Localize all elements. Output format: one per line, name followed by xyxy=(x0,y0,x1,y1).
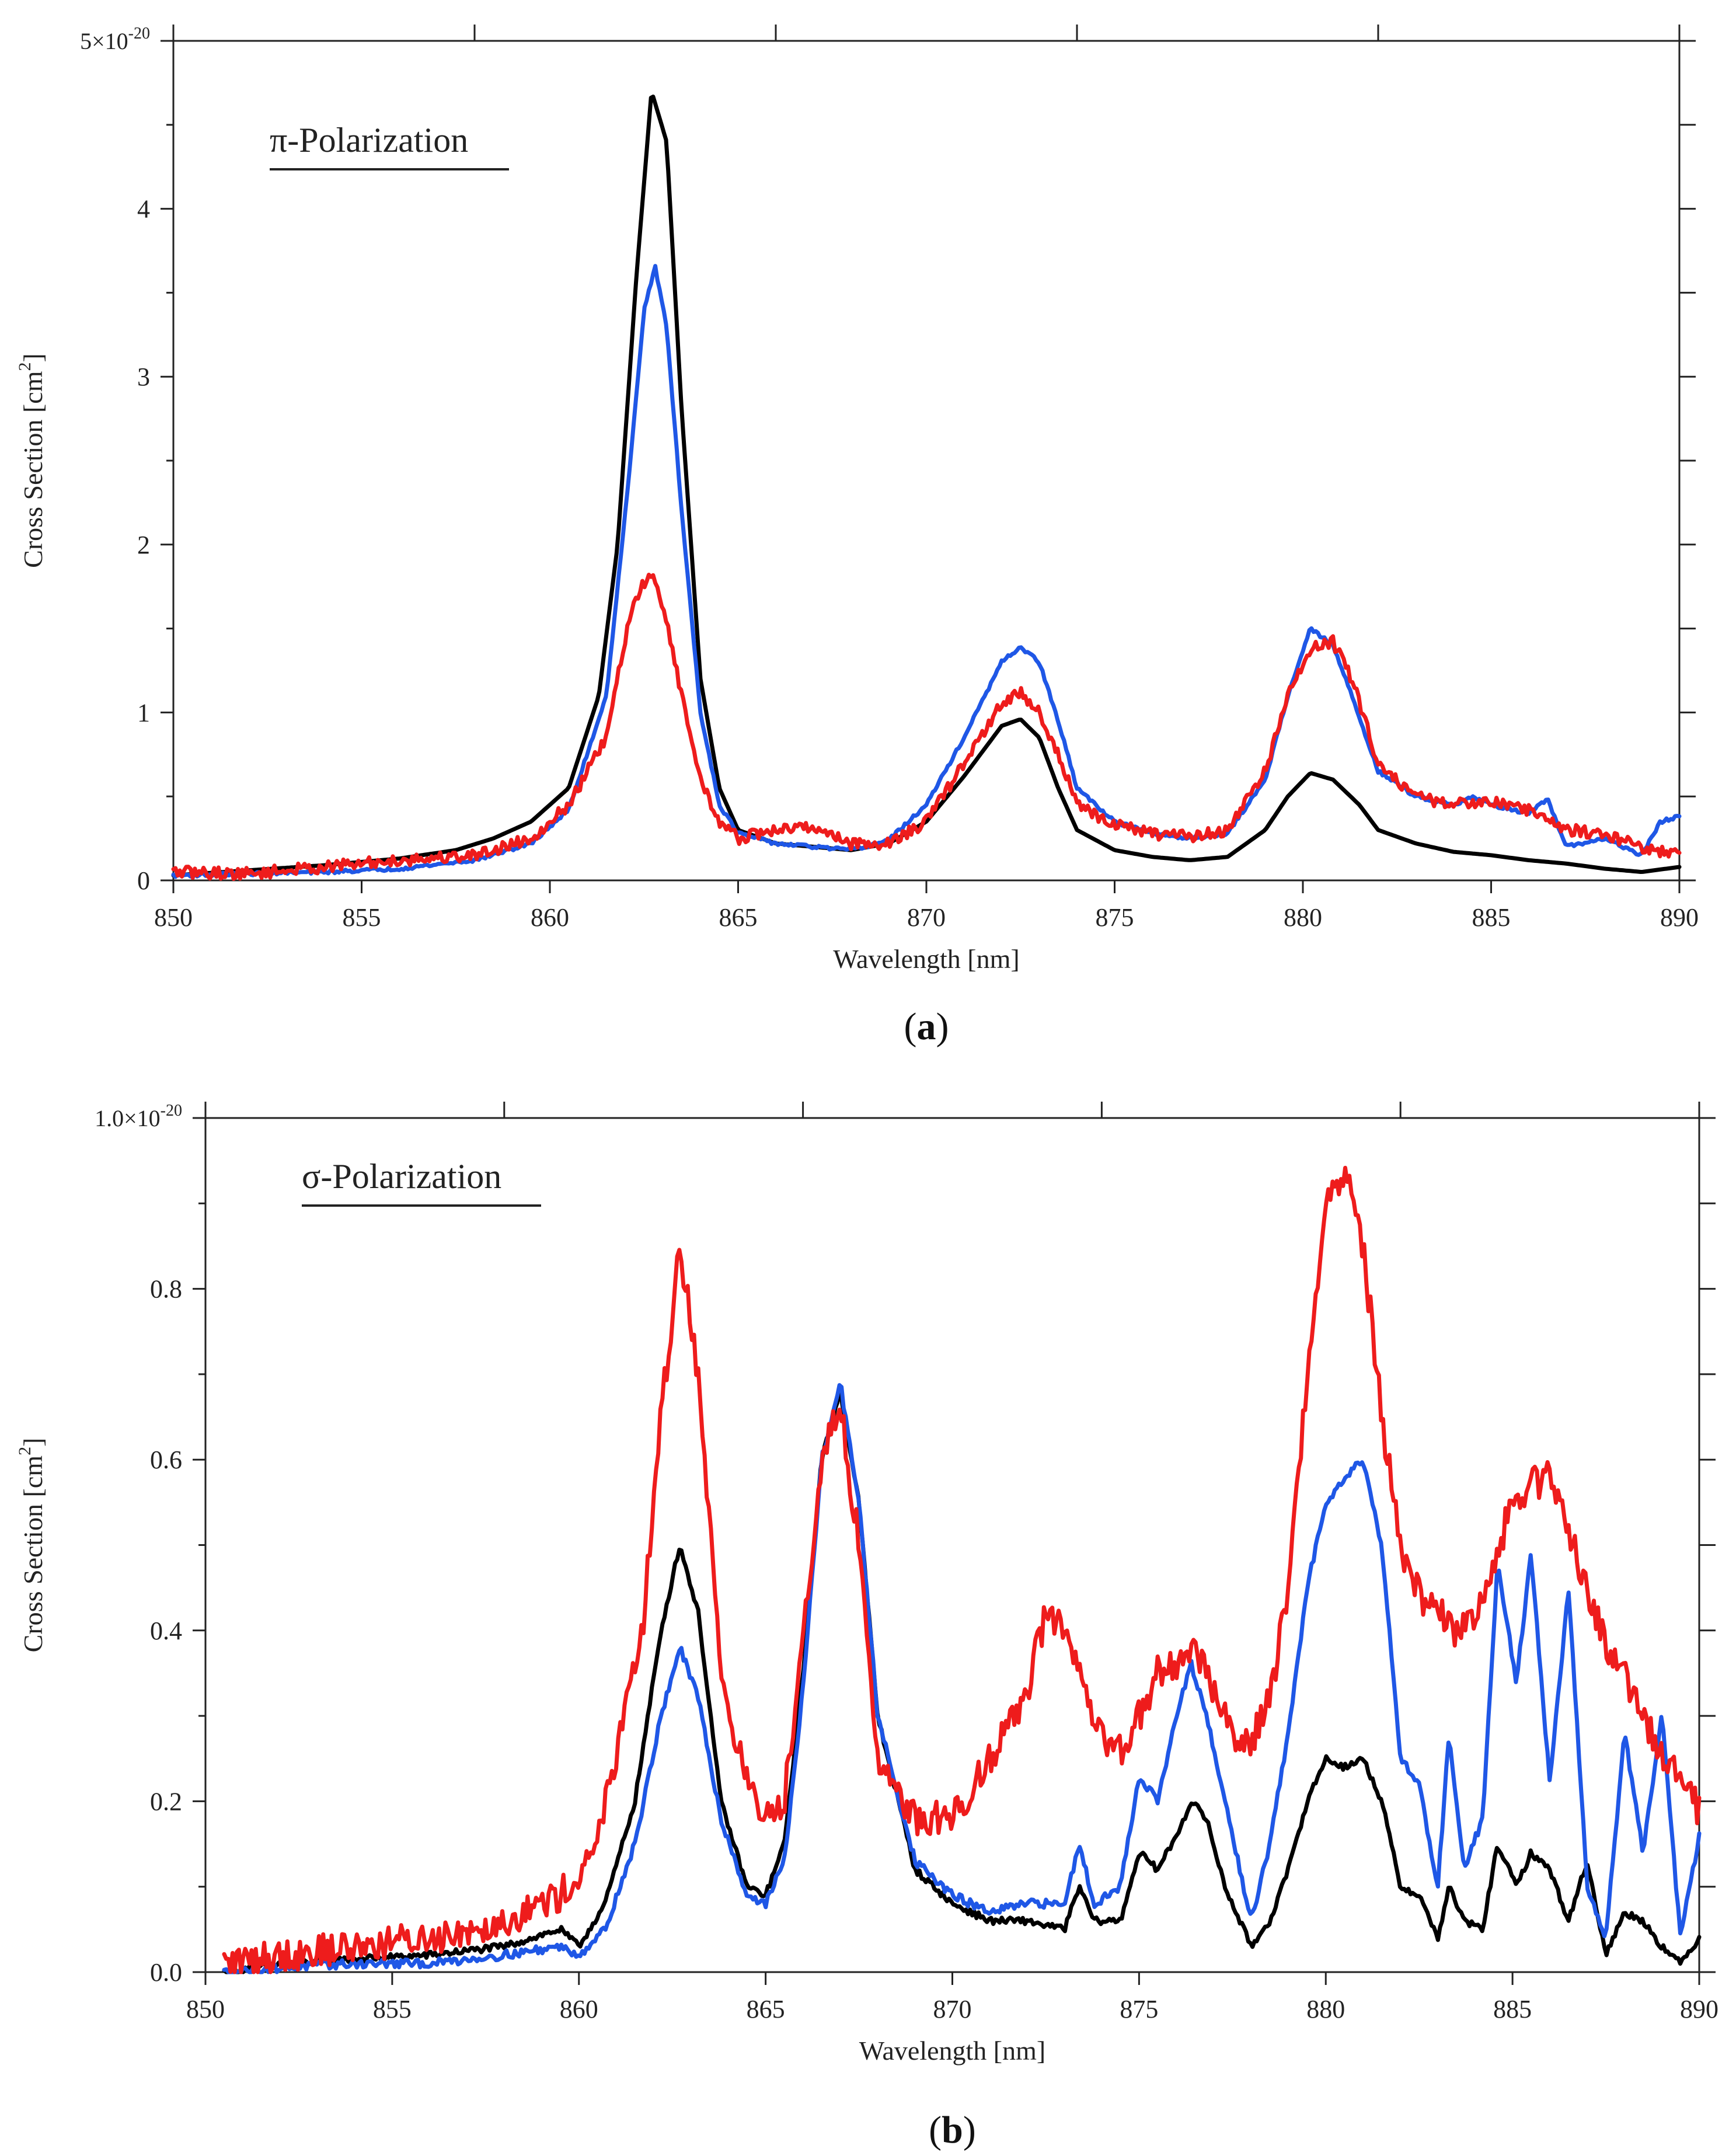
x-tick-label-b-8: 890 xyxy=(1680,1995,1718,2023)
x-tick-label-b-6: 880 xyxy=(1306,1995,1345,2023)
panel-label-a: (a) xyxy=(904,1005,949,1048)
series-red-b xyxy=(222,1165,1702,1974)
x-tick-label-b-5: 875 xyxy=(1120,1995,1158,2023)
y-tick-label-a-3: 3 xyxy=(137,363,150,391)
panel-a: 850 855 860 865 870 875 880 885 890 0 1 2 3 4 5×10-20 W… xyxy=(15,25,1699,1048)
x-tick-label-b-1: 855 xyxy=(373,1995,412,2023)
series-red-a xyxy=(171,573,1682,881)
y-tick-label-a-0: 0 xyxy=(137,866,150,895)
panel-b: 850 855 860 865 870 875 880 885 890 0.0 0.2 0.4 0.6 0… xyxy=(15,1102,1718,2151)
y-tick-label-b-2: 0.4 xyxy=(150,1617,182,1645)
x-tick-label-b-7: 885 xyxy=(1493,1995,1532,2023)
y-tick-label-b-1: 0.2 xyxy=(150,1787,182,1816)
x-tick-label-a-1: 855 xyxy=(343,903,381,932)
x-axis-label-a: Wavelength [nm] xyxy=(833,944,1019,974)
y-tick-label-b-4: 0.8 xyxy=(150,1275,182,1304)
polarization-annotation-b: σ-Polarization xyxy=(302,1157,501,1196)
x-tick-label-a-6: 880 xyxy=(1284,903,1322,932)
series-black-b xyxy=(222,1391,1702,1974)
x-tick-label-a-2: 860 xyxy=(531,903,569,932)
series-blue-b xyxy=(222,1383,1702,1974)
y-top-label-a: 5×10-20 xyxy=(80,25,150,54)
series-blue-a xyxy=(171,264,1682,879)
y-tick-label-b-0: 0.0 xyxy=(150,1958,182,1987)
y-tick-label-b-3: 0.6 xyxy=(150,1446,182,1474)
y-axis-label-b: Cross Section [cm2] xyxy=(15,1438,48,1653)
x-tick-label-a-4: 870 xyxy=(907,903,946,932)
panel-label-b: (b) xyxy=(929,2109,976,2151)
x-tick-label-b-2: 860 xyxy=(560,1995,598,2023)
x-tick-label-a-3: 865 xyxy=(719,903,758,932)
x-tick-label-b-0: 850 xyxy=(186,1995,225,2023)
y-tick-label-a-1: 1 xyxy=(137,698,150,727)
y-top-label-b: 1.0×10-20 xyxy=(95,1102,182,1131)
x-tick-label-b-4: 870 xyxy=(933,1995,972,2023)
x-tick-label-a-7: 885 xyxy=(1472,903,1511,932)
x-tick-label-a-8: 890 xyxy=(1660,903,1699,932)
y-tick-label-a-4: 4 xyxy=(137,195,150,224)
x-tick-label-a-0: 850 xyxy=(154,903,193,932)
polarization-annotation-a: π-Polarization xyxy=(270,121,468,159)
x-axis-label-b: Wavelength [nm] xyxy=(859,2036,1045,2066)
y-tick-label-a-2: 2 xyxy=(137,531,150,559)
x-tick-label-b-3: 865 xyxy=(747,1995,785,2023)
series-black-a xyxy=(171,95,1682,877)
x-tick-label-a-5: 875 xyxy=(1096,903,1134,932)
y-axis-label-a: Cross Section [cm2] xyxy=(15,353,48,568)
